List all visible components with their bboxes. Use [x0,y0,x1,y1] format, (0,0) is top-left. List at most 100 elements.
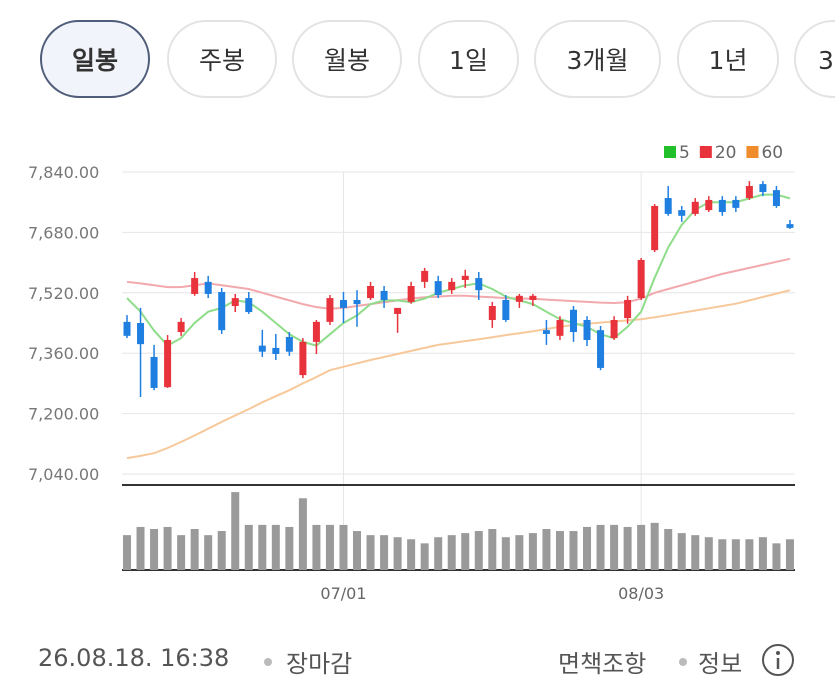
volume-bar [325,524,334,570]
candle-body [678,210,686,216]
volume-bar [177,535,186,570]
candle-body [705,199,713,211]
volume-bar [434,537,443,570]
period-tab[interactable]: 주봉 [167,20,277,98]
volume-bar [731,539,740,570]
period-tab[interactable]: 1일 [418,20,519,98]
volume-bar [758,537,767,570]
x-tick-label: 07/01 [320,584,366,603]
volume-bar [312,524,321,570]
candle-body [123,321,131,336]
volume-bar [447,535,456,570]
volume-bar [420,543,429,570]
candle-body [448,281,456,291]
timestamp: 26.08.18. 16:38 [38,644,230,672]
volume-bar [488,529,497,570]
period-tab[interactable]: 일봉 [40,20,150,98]
volume-bar [528,533,537,570]
candle-body [272,347,280,354]
y-tick-label: 7,840.00 [28,163,99,182]
candle-body [258,345,266,352]
candle-body [245,298,253,313]
volume-bar [704,537,713,570]
volume-bar [610,524,619,570]
candle-body [461,275,469,280]
x-tick-label: 08/03 [618,584,664,603]
candle-body [380,290,388,300]
candle-body [597,330,605,368]
volume-bar [691,535,700,570]
candle-body [177,321,185,333]
volume-bar [785,539,794,570]
volume-bar [231,492,240,570]
y-tick-label: 7,360.00 [28,344,99,363]
volume-bar [515,535,524,570]
candle-body [137,323,145,345]
candle-body [651,205,659,251]
legend-swatch [746,146,759,158]
volume-bar [542,529,551,570]
moving-average-line [126,289,791,460]
volume-bar [569,531,578,570]
candle-body [718,199,726,213]
info-icon[interactable] [760,642,796,678]
candle-body [732,199,740,208]
candle-body [691,201,699,214]
volume-bar [380,535,389,570]
candle-body [394,307,402,314]
candle-body [231,298,239,307]
candle-body [488,306,496,320]
period-tab[interactable]: 3개월 [534,20,661,98]
period-tab[interactable]: 1년 [677,20,779,98]
volume-bar [650,522,659,570]
volume-bar [123,535,131,570]
legend-swatch [664,146,676,158]
candle-body [515,295,523,302]
candle-body [312,321,320,342]
candle-body [204,281,212,294]
market-status: 장마감 [286,650,353,678]
separator [264,658,272,666]
y-tick-label: 7,680.00 [28,223,99,242]
candle-body [421,270,429,282]
candle-body [191,278,199,294]
disclaimer-link[interactable]: 면책조항 [558,650,647,678]
volume-bar [677,533,686,570]
candle-body [407,286,415,302]
volume-bar [393,537,402,570]
volume-bar [217,531,226,570]
footer: 26.08.18. 16:38 장마감 면책조항 정보 [0,638,835,682]
candle-body [367,286,375,299]
volume-bar [258,524,267,570]
candle-body [299,341,307,376]
volume-bar [136,526,145,570]
volume-bar [285,526,294,570]
candle-body [150,356,158,388]
candle-body [637,259,645,299]
volume-bar [353,531,362,570]
candle-body [610,319,618,339]
candle-body [475,278,483,291]
candle-body [502,299,510,320]
volume-bar [204,535,213,570]
candle-body [542,330,550,334]
candle-body [164,339,172,388]
candle-body [772,190,780,206]
volume-bar [150,529,159,570]
candle-body [786,224,794,228]
volume-bar [555,531,564,570]
moving-average-line [126,257,791,310]
candle-body [759,184,767,193]
y-tick-label: 7,520.00 [28,284,99,303]
period-tab[interactable]: 월봉 [292,20,402,98]
legend-label: 20 [715,143,737,163]
candle-body [285,336,293,352]
volume-bar [163,526,172,570]
legend-label: 60 [761,143,783,163]
candle-body [583,319,591,340]
period-tabs: 일봉주봉월봉1일3개월1년3년 [0,20,835,102]
candle-body [218,292,226,331]
info-link[interactable]: 정보 [698,650,743,678]
volume-bar [664,529,673,570]
